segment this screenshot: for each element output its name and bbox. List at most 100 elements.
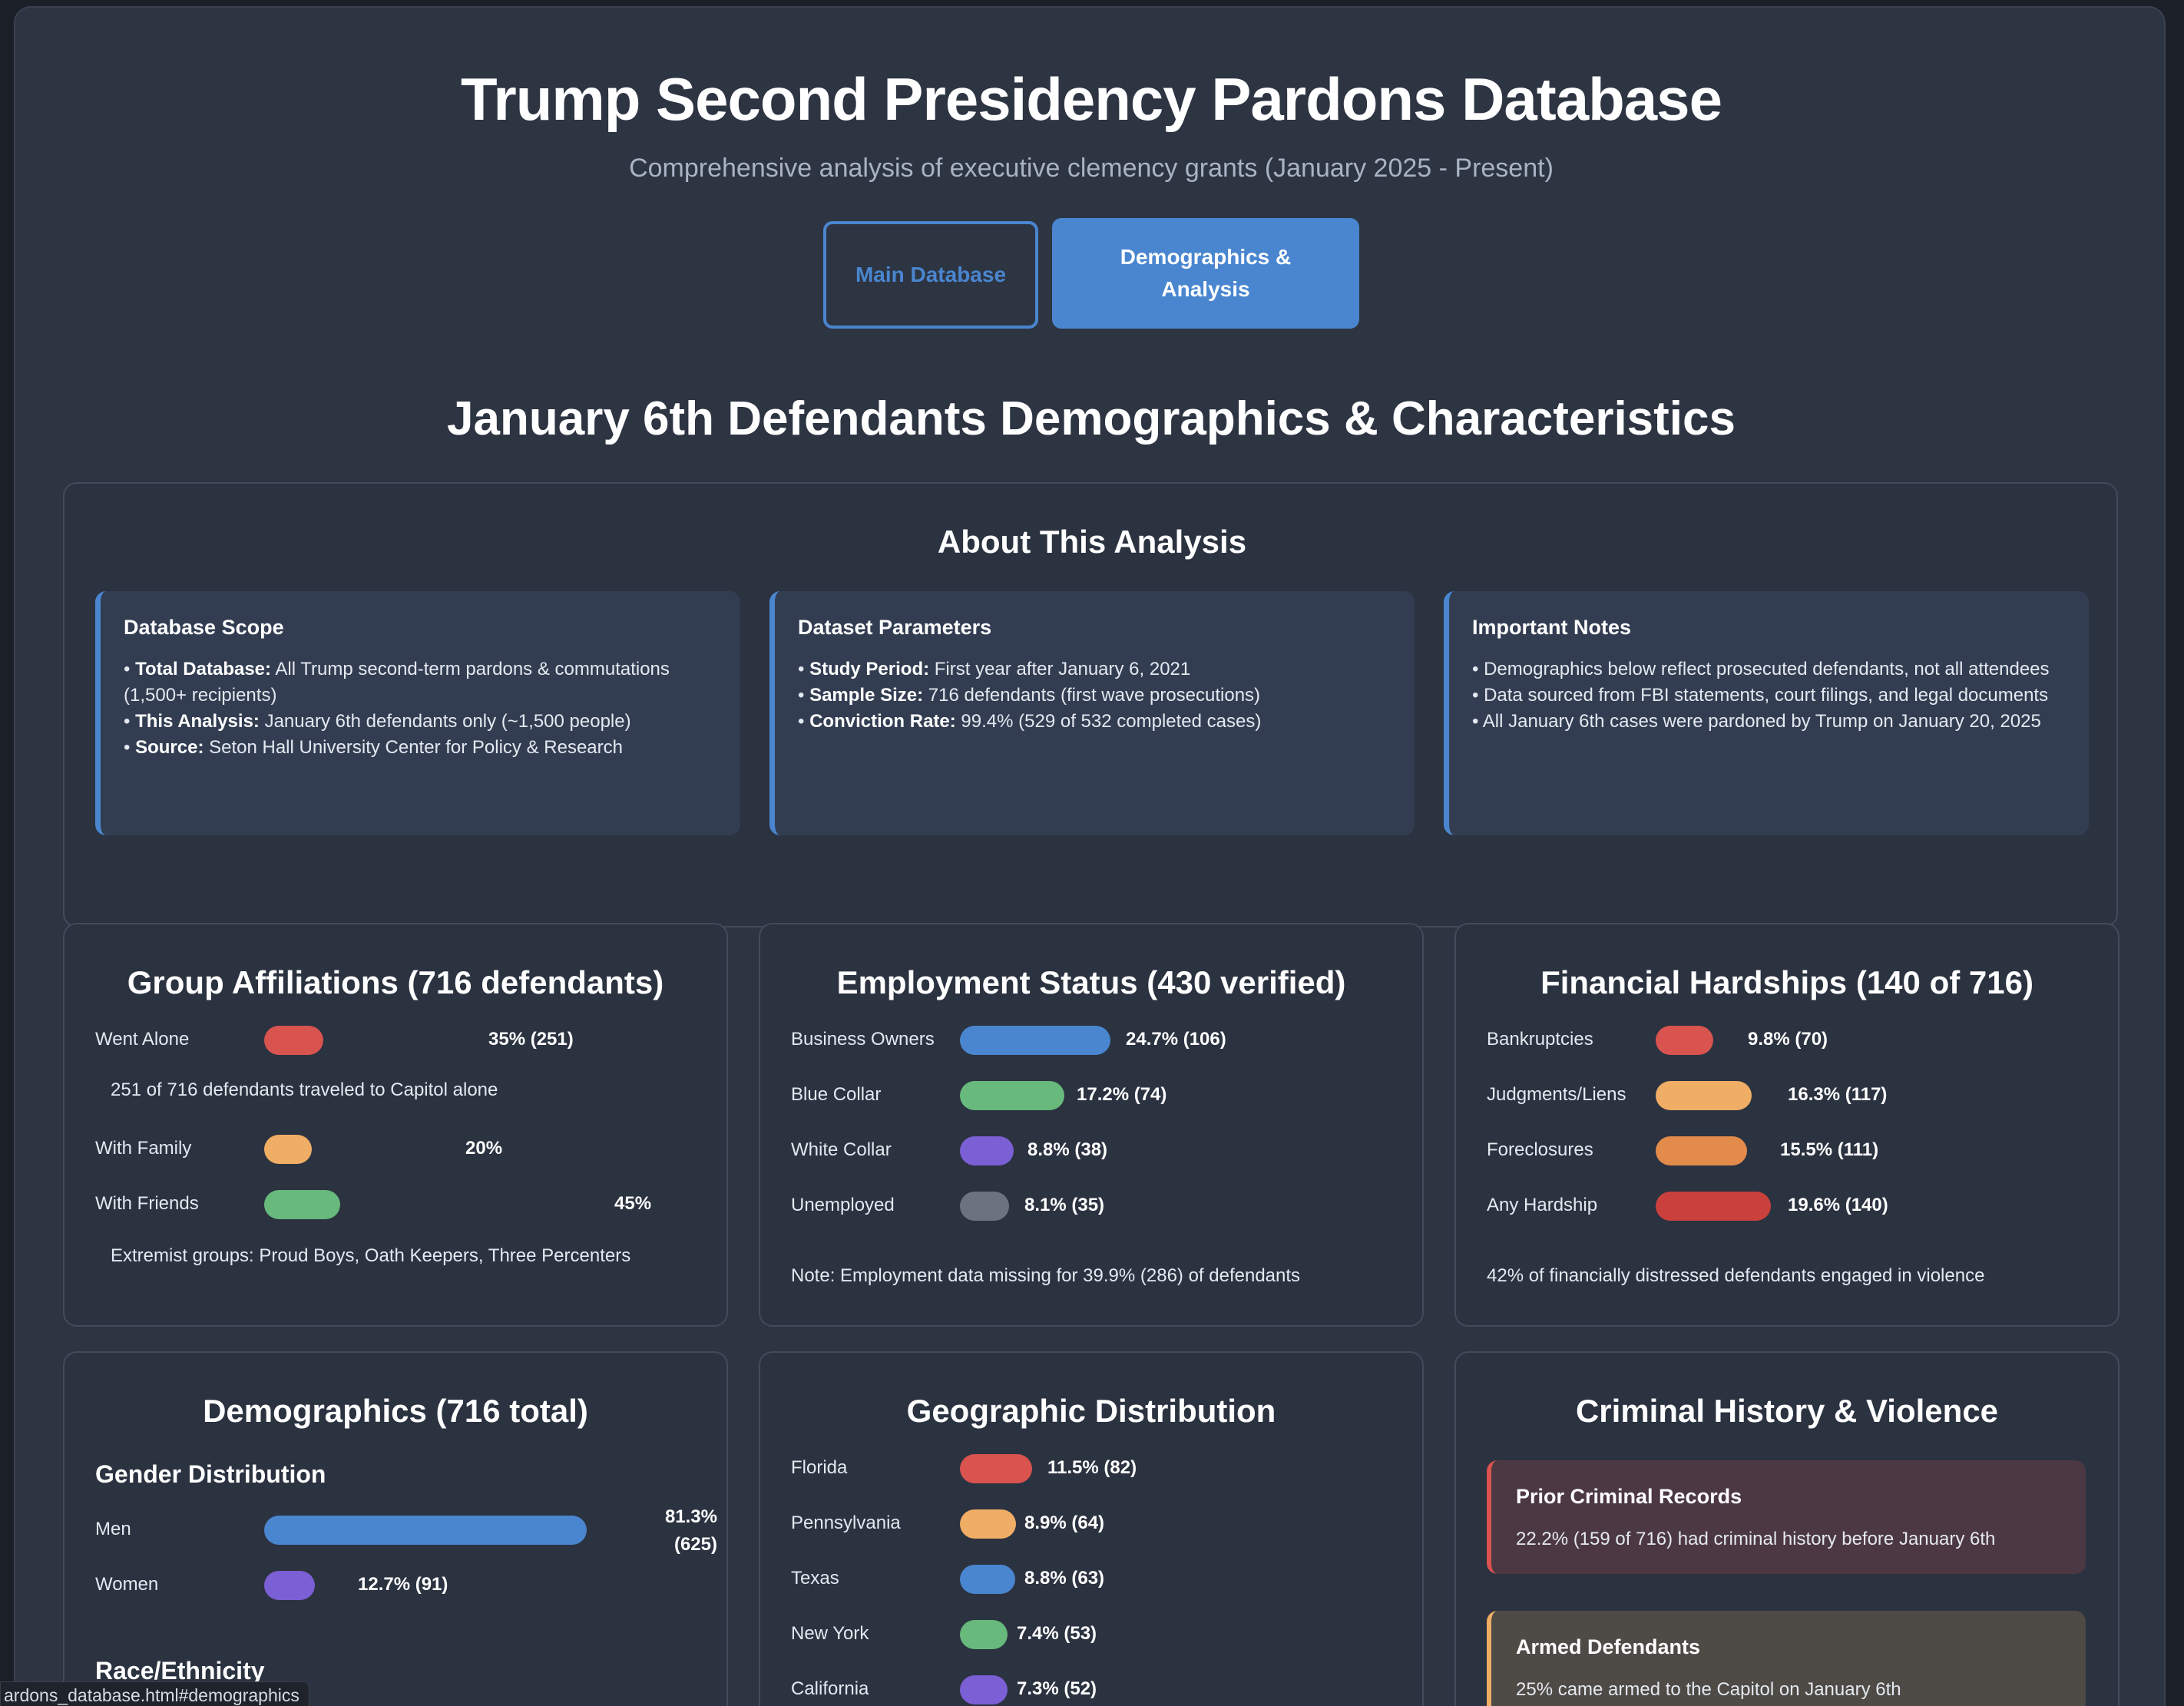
employment-row: Business Owners 24.7% (106) [791,1024,1405,1055]
notes-line: • Data sourced from FBI statements, cour… [1472,685,2049,706]
prior-records-box: Prior Criminal Records 22.2% (159 of 716… [1487,1460,2086,1574]
employment-value: 17.2% (74) [1077,1084,1167,1105]
geo-value: 7.3% (52) [1017,1678,1097,1699]
financial-title: Financial Hardships (140 of 716) [1540,964,2033,1000]
group-affiliations-title: Group Affiliations (716 defendants) [127,964,664,1000]
group-value: 45% [614,1193,652,1214]
params-line: • Study Period: First year after January… [798,659,1191,679]
notes-line: • All January 6th cases were pardoned by… [1472,711,2041,732]
armed-defendants-heading: Armed Defendants [1516,1635,1701,1658]
employment-card: Employment Status (430 verified) Busines… [759,923,1424,1327]
gender-value: 81.3% (625) [664,1506,717,1555]
financial-row: Bankruptcies 9.8% (70) [1487,1024,2101,1055]
financial-value: 16.3% (117) [1788,1084,1888,1105]
gender-value: 12.7% (91) [358,1574,448,1595]
financial-row: Judgments/Liens 16.3% (117) [1487,1079,2101,1110]
employment-row: White Collar 8.8% (38) [791,1135,1405,1165]
financial-label: Bankruptcies [1487,1029,1593,1050]
financial-bar [1656,1136,1747,1165]
armed-defendants-box: Armed Defendants 25% came armed to the C… [1487,1611,2086,1706]
geo-bar [960,1620,1008,1649]
params-line: • Conviction Rate: 99.4% (529 of 532 com… [798,711,1262,732]
page-container: Trump Second Presidency Pardons Database… [14,6,2166,1706]
important-notes-box: Important Notes • Demographics below ref… [1444,591,2089,835]
important-notes-heading: Important Notes [1472,616,1632,639]
gender-bar [264,1516,587,1545]
prior-records-heading: Prior Criminal Records [1516,1485,1742,1508]
database-scope-box: Database Scope • Total Database: All Tru… [95,591,740,835]
gender-label: Men [95,1519,131,1539]
dataset-parameters-box: Dataset Parameters • Study Period: First… [769,591,1415,835]
group-value: 20% [465,1138,503,1159]
about-title: About This Analysis [937,524,1247,560]
main-database-button[interactable]: Main Database [823,221,1038,329]
gender-heading: Gender Distribution [95,1460,326,1488]
group-row-friends: With Friends 45% [95,1189,710,1219]
group-affiliations-card: Group Affiliations (716 defendants) Went… [63,923,728,1327]
geo-label: New York [791,1623,869,1644]
page-title: Trump Second Presidency Pardons Database [461,65,1722,133]
employment-bar [960,1026,1110,1055]
financial-label: Judgments/Liens [1487,1084,1626,1105]
geo-value: 8.8% (63) [1024,1568,1105,1589]
financial-row: Foreclosures 15.5% (111) [1487,1135,2101,1165]
demographics-button[interactable]: Demographics & Analysis [1052,218,1359,329]
criminal-card: Criminal History & Violence Prior Crimin… [1454,1351,2119,1706]
geographic-card: Geographic Distribution Florida 11.5% (8… [759,1351,1424,1706]
employment-label: Business Owners [791,1029,935,1050]
alone-note: 251 of 716 defendants traveled to Capito… [111,1079,498,1100]
params-line: • Sample Size: 716 defendants (first wav… [798,685,1261,706]
group-label: With Friends [95,1193,199,1214]
gender-row-women: Women 12.7% (91) [95,1569,710,1600]
employment-row: Blue Collar 17.2% (74) [791,1079,1405,1110]
about-panel: About This Analysis Database Scope • Tot… [63,482,2118,927]
group-label: With Family [95,1138,192,1159]
gender-bar [264,1571,315,1600]
financial-card: Financial Hardships (140 of 716) Bankrup… [1454,923,2119,1327]
gender-row-men: Men 81.3% (625) [95,1506,717,1555]
financial-label: Any Hardship [1487,1195,1598,1215]
geo-row: Texas 8.8% (63) [791,1563,1405,1594]
financial-bar [1656,1192,1771,1221]
geo-bar [960,1454,1032,1483]
race-heading: Race/Ethnicity [95,1657,265,1685]
employment-label: Unemployed [791,1195,895,1215]
group-row-alone: Went Alone 35% (251) [95,1024,710,1055]
geo-label: Texas [791,1568,839,1589]
extremist-note: Extremist groups: Proud Boys, Oath Keepe… [111,1245,631,1266]
demographics-title: Demographics (716 total) [203,1393,588,1429]
group-bar [264,1190,340,1219]
financial-bar [1656,1081,1752,1110]
geo-label: Florida [791,1457,848,1478]
section-title: January 6th Defendants Demographics & Ch… [447,392,1736,445]
database-scope-heading: Database Scope [124,616,284,639]
employment-label: White Collar [791,1139,892,1160]
geo-value: 11.5% (82) [1047,1457,1137,1478]
scope-line: • Source: Seton Hall University Center f… [124,737,623,758]
geo-label: California [791,1678,869,1699]
geo-value: 7.4% (53) [1017,1623,1097,1644]
status-bar-url: ardons_database.html#demographics [0,1681,309,1706]
financial-value: 15.5% (111) [1780,1139,1879,1160]
demographics-card: Demographics (716 total) Gender Distribu… [63,1351,728,1706]
employment-value: 8.1% (35) [1024,1195,1105,1215]
employment-title: Employment Status (430 verified) [836,964,1346,1000]
geographic-title: Geographic Distribution [906,1393,1276,1429]
notes-line: • Demographics below reflect prosecuted … [1472,659,2050,679]
group-bar [264,1026,323,1055]
geo-row: New York 7.4% (53) [791,1618,1405,1649]
prior-records-text: 22.2% (159 of 716) had criminal history … [1516,1529,1996,1549]
geo-label: Pennsylvania [791,1513,901,1533]
criminal-title: Criminal History & Violence [1575,1393,1999,1429]
employment-value: 8.8% (38) [1027,1139,1108,1160]
financial-note: 42% of financially distressed defendants… [1487,1265,1985,1286]
group-row-family: With Family 20% [95,1133,710,1164]
nav-buttons: Main Database Demographics & Analysis [15,218,2167,336]
financial-value: 19.6% (140) [1788,1195,1888,1215]
financial-value: 9.8% (70) [1748,1029,1828,1050]
employment-bar [960,1192,1010,1221]
employment-note: Note: Employment data missing for 39.9% … [791,1265,1301,1286]
financial-bar [1656,1026,1713,1055]
geo-row: Florida 11.5% (82) [791,1453,1405,1483]
geo-bar [960,1675,1008,1704]
